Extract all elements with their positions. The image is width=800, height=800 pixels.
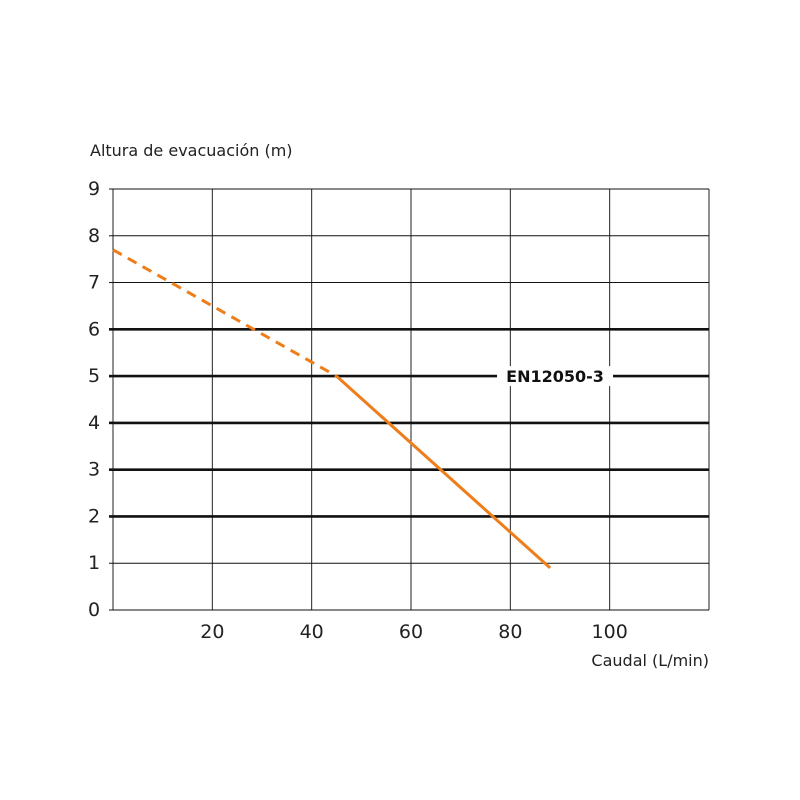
reference-label: EN12050-3	[506, 367, 604, 386]
reference-line-group: EN12050-3	[497, 366, 614, 387]
y-tick-label: 8	[88, 225, 100, 247]
x-tick-label: 80	[498, 621, 522, 643]
x-tick-label: 60	[399, 621, 423, 643]
y-tick-label: 2	[88, 505, 100, 527]
grid	[109, 188, 710, 611]
series-lines	[112, 248, 552, 570]
y-tick-label: 7	[88, 272, 100, 294]
reference-label-background	[497, 366, 614, 387]
y-tick-label: 1	[88, 552, 100, 574]
series-line-dashed	[112, 248, 338, 378]
y-tick-labels: 0 1 2 3 4 5 6 7 8 9	[88, 178, 100, 621]
x-axis-title: Caudal (L/min)	[591, 651, 709, 670]
y-tick-label: 4	[88, 412, 100, 434]
y-tick-label: 9	[88, 178, 100, 200]
x-tick-label: 40	[300, 621, 324, 643]
x-tick-labels: 20 40 60 80 100	[200, 621, 628, 643]
x-tick-label: 100	[592, 621, 628, 643]
x-tick-label: 20	[200, 621, 224, 643]
y-tick-label: 5	[88, 365, 100, 387]
series-line-solid	[335, 374, 552, 570]
y-tick-label: 6	[88, 318, 100, 340]
y-tick-label: 3	[88, 459, 100, 481]
y-axis-title: Altura de evacuación (m)	[90, 141, 293, 160]
y-tick-label: 0	[88, 599, 100, 621]
